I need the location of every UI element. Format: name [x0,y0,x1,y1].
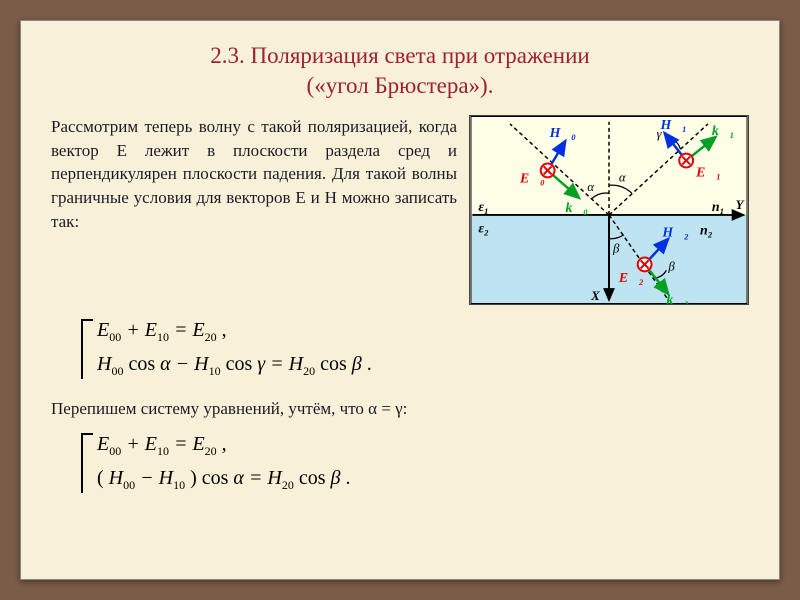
eq1-line1: E00 + E10 = E20 , [97,315,749,349]
eq2-line2: ( H00 − H10 ) cos α = H20 cos β . [97,463,749,497]
svg-text:X: X [590,289,600,303]
intro-paragraph: Рассмотрим теперь волну с такой поляриза… [51,115,457,234]
svg-text:α: α [619,170,626,184]
svg-text:E⃗₁: E⃗₁ [695,164,721,179]
slide-title: 2.3. Поляризация света при отражении («у… [51,41,749,101]
title-line-1: 2.3. Поляризация света при отражении [210,43,589,68]
svg-text:n₁: n₁ [712,199,725,214]
svg-text:H⃗₂: H⃗₂ [661,224,689,239]
reflection-diagram: YXααγββE⃗₀H⃗₀k⃗₀E⃗₁H⃗₁k⃗₁E⃗₂H⃗₂k⃗₂ε₁ε₂n₁… [469,115,749,305]
svg-text:Y: Y [736,198,745,212]
title-line-2: («угол Брюстера»). [307,73,494,98]
transition-note: Перепишем систему уравнений, учтём, что … [51,399,749,419]
svg-text:ε₂: ε₂ [478,221,489,236]
svg-text:H⃗₀: H⃗₀ [549,125,577,140]
svg-text:k⃗₀: k⃗₀ [565,200,588,215]
equation-system-2: E00 + E10 = E20 , ( H00 − H10 ) cos α = … [81,429,749,497]
svg-text:α: α [587,180,594,194]
eq1-line2: H00 cos α − H10 cos γ = H20 cos β . [97,349,749,383]
equation-system-1: E00 + E10 = E20 , H00 cos α − H10 cos γ … [81,315,749,383]
svg-text:E⃗₀: E⃗₀ [519,170,545,185]
eq2-line1: E00 + E10 = E20 , [97,429,749,463]
svg-text:β: β [612,241,620,255]
svg-text:H⃗₁: H⃗₁ [659,117,686,132]
content-row: Рассмотрим теперь волну с такой поляриза… [51,115,749,305]
svg-text:ε₁: ε₁ [478,199,489,214]
svg-text:k⃗₂: k⃗₂ [666,292,689,305]
svg-text:n₂: n₂ [700,223,713,238]
svg-text:E⃗₂: E⃗₂ [618,270,644,285]
svg-text:β: β [667,259,675,273]
slide: 2.3. Поляризация света при отражении («у… [20,20,780,580]
svg-text:k⃗₁: k⃗₁ [712,123,735,138]
